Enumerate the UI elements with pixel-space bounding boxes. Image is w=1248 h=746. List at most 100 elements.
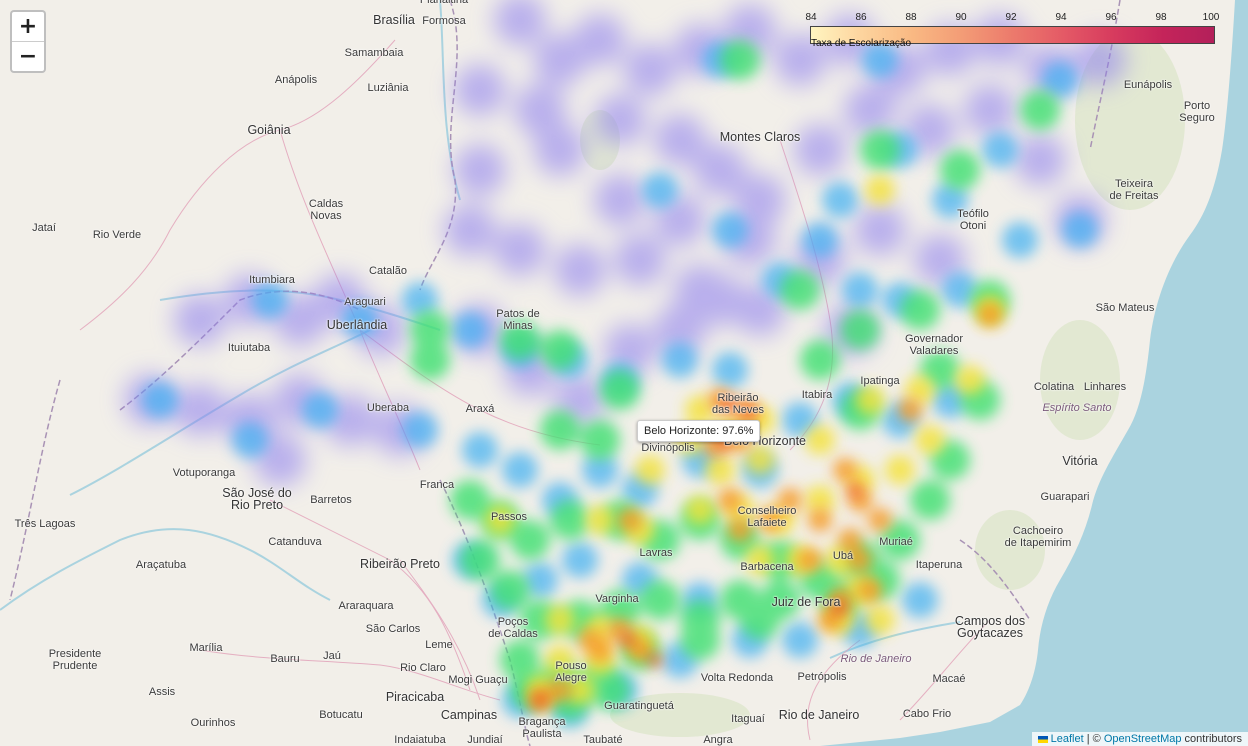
city-label: Campos dos Goytacazes bbox=[954, 614, 1026, 640]
heat-point bbox=[964, 84, 1016, 136]
city-label: Colatina bbox=[1033, 381, 1075, 393]
heat-point bbox=[232, 422, 268, 458]
heat-point bbox=[838, 528, 862, 552]
heat-point bbox=[855, 385, 885, 415]
heat-point bbox=[402, 412, 438, 448]
legend-caption: Taxa de Escolarização bbox=[811, 38, 912, 49]
heat-point bbox=[635, 455, 665, 485]
ukraine-flag-icon bbox=[1037, 736, 1048, 743]
city-label: Votuporanga bbox=[172, 467, 236, 479]
heat-point bbox=[1074, 34, 1126, 86]
city-label: Catanduva bbox=[268, 536, 322, 548]
heat-point bbox=[452, 312, 488, 348]
city-label: São Carlos bbox=[365, 623, 421, 635]
heat-point bbox=[825, 545, 855, 575]
city-label: Rio de Janeiro bbox=[778, 708, 860, 722]
heat-point bbox=[915, 425, 945, 455]
heat-point bbox=[444, 204, 496, 256]
state-label: Rio de Janeiro bbox=[840, 653, 912, 665]
heat-point bbox=[548, 678, 572, 702]
vegetation-patches bbox=[580, 30, 1185, 737]
city-label: Bauru bbox=[270, 653, 300, 665]
city-label: Planaltina bbox=[419, 0, 469, 6]
heat-point bbox=[805, 425, 835, 455]
legend-tick-label: 88 bbox=[905, 12, 917, 23]
heat-point bbox=[885, 455, 915, 485]
city-label: Lavras bbox=[639, 547, 673, 559]
heat-point bbox=[510, 520, 550, 560]
heat-point bbox=[780, 270, 820, 310]
city-label: Passos bbox=[490, 511, 528, 523]
heat-point bbox=[618, 508, 642, 532]
city-label: São Mateus bbox=[1095, 302, 1155, 314]
heat-point bbox=[534, 124, 586, 176]
city-label: Ipatinga bbox=[860, 375, 900, 387]
city-label: Muriaé bbox=[879, 536, 913, 548]
heat-point bbox=[805, 485, 835, 515]
heat-point bbox=[1020, 90, 1060, 130]
heat-point bbox=[758, 508, 782, 532]
heat-point bbox=[932, 382, 968, 418]
heat-point bbox=[728, 518, 752, 542]
leaflet-link[interactable]: Leaflet bbox=[1050, 733, 1084, 745]
heat-point bbox=[565, 675, 595, 705]
city-label: Itaperuna bbox=[915, 559, 963, 571]
heat-point bbox=[782, 622, 818, 658]
city-label: Teixeira de Freitas bbox=[1109, 178, 1159, 202]
attribution-separator: | © bbox=[1083, 733, 1104, 745]
city-label: Eunápolis bbox=[1123, 79, 1173, 91]
city-label: Jundiaí bbox=[467, 734, 503, 746]
heat-point bbox=[858, 578, 882, 602]
heat-point bbox=[578, 628, 602, 652]
city-label: Vitória bbox=[1062, 454, 1098, 468]
city-label: Montes Claros bbox=[719, 130, 801, 144]
heat-point bbox=[840, 310, 880, 350]
heat-point bbox=[721, 398, 735, 412]
city-label: Teófilo Otoni bbox=[957, 208, 989, 232]
heat-point bbox=[862, 42, 898, 78]
city-label: Bragança Paulista bbox=[518, 716, 566, 740]
heat-point bbox=[662, 342, 698, 378]
city-label: Botucatu bbox=[319, 709, 363, 721]
heat-point bbox=[833, 601, 847, 615]
city-label: Itumbiara bbox=[249, 274, 295, 286]
heat-point bbox=[720, 40, 760, 80]
city-label: Franca bbox=[419, 479, 455, 491]
heat-point bbox=[844, 84, 896, 136]
heat-point bbox=[648, 653, 662, 667]
heat-point bbox=[640, 580, 680, 620]
city-label: Angra bbox=[703, 734, 733, 746]
city-label: Barretos bbox=[310, 494, 352, 506]
city-label: Formosa bbox=[422, 15, 466, 27]
zoom-in-button[interactable]: + bbox=[18, 14, 38, 39]
ocean bbox=[820, 0, 1248, 746]
city-label: Rio Verde bbox=[92, 229, 142, 241]
city-label: Assis bbox=[148, 686, 176, 698]
heat-point bbox=[642, 172, 678, 208]
city-label: Luziânia bbox=[367, 82, 409, 94]
city-label: Barbacena bbox=[740, 561, 794, 573]
heat-point bbox=[500, 320, 540, 360]
city-label: Pouso Alegre bbox=[555, 660, 587, 684]
heat-point bbox=[905, 375, 935, 405]
heat-point bbox=[402, 282, 438, 318]
heat-point bbox=[900, 290, 940, 330]
zoom-out-button[interactable]: − bbox=[12, 41, 44, 71]
heat-point bbox=[774, 34, 826, 86]
heat-point bbox=[594, 94, 646, 146]
heat-point bbox=[142, 382, 178, 418]
heat-point bbox=[174, 384, 226, 436]
osm-link[interactable]: OpenStreetMap bbox=[1103, 733, 1182, 745]
heat-point bbox=[454, 64, 506, 116]
heat-point bbox=[624, 44, 676, 96]
heat-point bbox=[540, 330, 580, 370]
heat-point bbox=[545, 605, 575, 635]
city-label: Catalão bbox=[369, 265, 407, 277]
heat-point bbox=[705, 455, 735, 485]
city-label: Taubaté bbox=[583, 734, 623, 746]
heat-point bbox=[743, 405, 757, 419]
map-attribution: Leaflet | © OpenStreetMap contributors bbox=[1031, 732, 1248, 746]
heat-point bbox=[654, 304, 706, 356]
heat-point bbox=[982, 132, 1018, 168]
